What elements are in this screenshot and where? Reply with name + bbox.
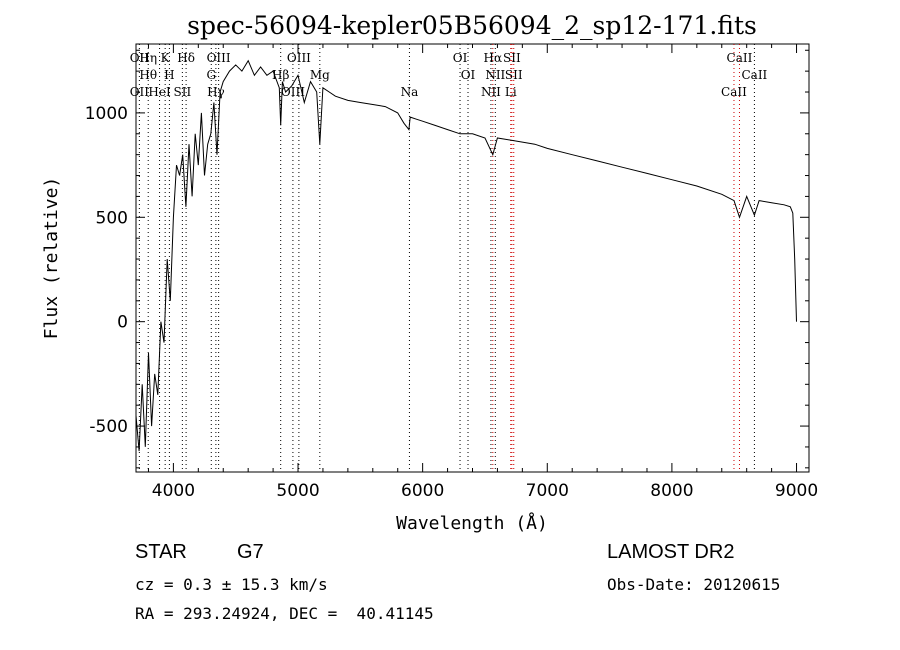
ra-dec-coordinates: RA = 293.24924, DEC = 40.41145	[135, 604, 434, 623]
x-tick-label: 4000	[152, 481, 195, 501]
observation-date: Obs-Date: 20120615	[607, 575, 781, 594]
line-marker-label: OII	[130, 51, 150, 65]
line-marker-label: Na	[401, 85, 419, 99]
line-marker-label: HeI	[148, 85, 171, 99]
line-marker-label: SII	[174, 85, 192, 99]
line-marker-label: SII	[503, 51, 521, 65]
y-tick-label: 0	[117, 313, 128, 333]
line-marker-label: K	[161, 51, 171, 65]
line-marker-label: Mg	[310, 68, 330, 82]
line-marker-label: OIII	[207, 51, 231, 65]
x-axis-label: Wavelength (Å)	[396, 512, 548, 534]
y-axis-label: Flux (relative)	[41, 177, 62, 340]
axis-ticks	[136, 44, 809, 472]
line-marker-label: CaII	[727, 51, 753, 65]
x-tick-label: 8000	[650, 481, 693, 501]
spectral-line-labels: OIIOIIHθHηHeIKHSIIHδGHγOIIIHβOIIIOIIIMgN…	[130, 51, 768, 99]
line-marker-label: NII	[481, 85, 501, 99]
chart-title: spec-56094-kepler05B56094_2_sp12-171.fit…	[187, 11, 757, 40]
object-class: STAR	[135, 541, 187, 563]
axis-tick-labels: 4000 5000 6000 7000 8000 9000 -500 0 500 1000	[85, 104, 818, 501]
line-marker-label: CaII	[721, 85, 747, 99]
line-marker-label: Hα	[484, 51, 503, 65]
y-tick-label: 500	[96, 208, 128, 228]
x-tick-label: 7000	[526, 481, 569, 501]
line-marker-label: H	[164, 68, 174, 82]
object-subclass: G7	[237, 541, 264, 563]
y-tick-label: 1000	[85, 104, 128, 124]
line-marker-label: G	[206, 68, 216, 82]
x-tick-label: 9000	[775, 481, 818, 501]
spectral-line-markers	[138, 44, 755, 472]
line-marker-label: OIII	[287, 51, 311, 65]
line-marker-label: OIII	[281, 85, 305, 99]
x-tick-label: 5000	[276, 481, 319, 501]
line-marker-label: Hη	[139, 51, 157, 65]
line-marker-label: SII	[505, 68, 523, 82]
line-marker-label: OI	[453, 51, 468, 65]
line-marker-label: Li	[505, 85, 517, 99]
line-marker-label: Hδ	[177, 51, 195, 65]
line-marker-label: OI	[461, 68, 476, 82]
x-tick-label: 6000	[401, 481, 444, 501]
redshift-cz: cz = 0.3 ± 15.3 km/s	[135, 575, 328, 594]
line-marker-label: CaII	[741, 68, 767, 82]
y-tick-label: -500	[89, 417, 128, 437]
line-marker-label: Hθ	[139, 68, 157, 82]
survey-name: LAMOST DR2	[607, 541, 735, 563]
plot-frame	[135, 43, 810, 473]
spectrum-line	[135, 59, 797, 452]
line-marker-label: NII	[485, 68, 505, 82]
